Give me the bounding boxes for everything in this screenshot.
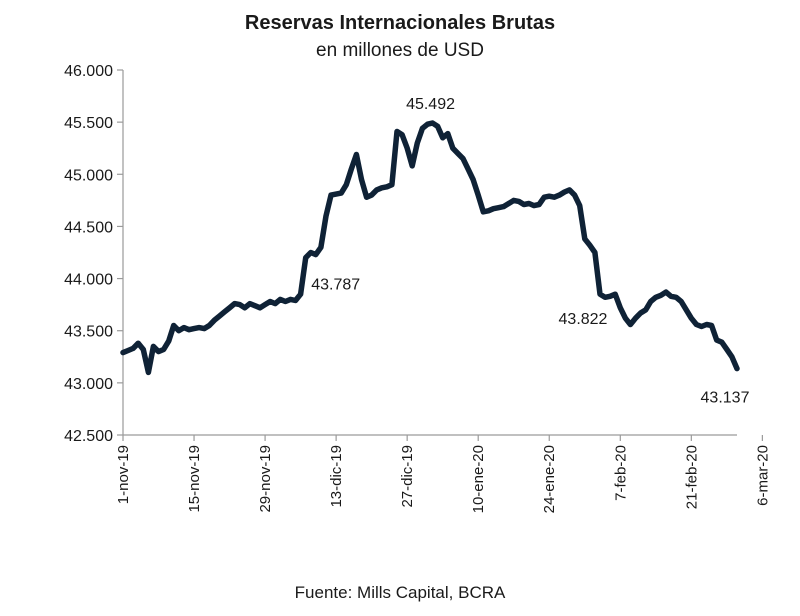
- y-tick-label: 45.000: [64, 167, 113, 184]
- x-tick-label: 6-mar-20: [754, 445, 771, 506]
- x-tick-label: 27-dic-19: [399, 445, 416, 508]
- x-axis-ticks: 1-nov-19 15-nov-19 29-nov-19 13-dic-19 27-di…: [115, 435, 771, 513]
- source-note: Fuente: Mills Capital, BCRA: [294, 583, 506, 602]
- y-tick-label: 42.500: [64, 428, 113, 445]
- data-label: 43.137: [701, 390, 750, 407]
- x-tick-label: 1-nov-19: [115, 445, 132, 504]
- chart-title: Reservas Internacionales Brutas: [244, 12, 556, 34]
- x-tick-label: 7-feb-20: [612, 445, 629, 501]
- series-line-reservas: [120, 120, 740, 376]
- data-label: 45.492: [406, 96, 455, 113]
- chart-axes: [122, 70, 737, 436]
- x-tick-label: 13-dic-19: [328, 445, 345, 508]
- x-tick-label: 29-nov-19: [257, 445, 274, 513]
- data-label: 43.822: [559, 311, 608, 328]
- x-tick-label: 21-feb-20: [683, 445, 700, 509]
- x-tick-label: 10-ene-20: [470, 445, 487, 513]
- y-tick-label: 43.500: [64, 324, 113, 341]
- y-tick-label: 45.500: [64, 115, 113, 132]
- y-tick-label: 46.000: [64, 63, 113, 80]
- x-tick-label: 15-nov-19: [186, 445, 203, 513]
- y-tick-label: 44.000: [64, 272, 113, 289]
- chart-subtitle: en millones de USD: [316, 40, 484, 61]
- data-label: 43.787: [311, 277, 360, 294]
- series-layer: [120, 120, 740, 376]
- y-axis-ticks: 42.500 43.000 43.500 44.000 44.500 45.000 45.5…: [64, 63, 123, 445]
- data-labels: 45.492 43.787 43.822 43.137: [311, 96, 749, 407]
- y-tick-label: 43.000: [64, 376, 113, 393]
- x-tick-label: 24-ene-20: [541, 445, 558, 513]
- y-tick-label: 44.500: [64, 219, 113, 236]
